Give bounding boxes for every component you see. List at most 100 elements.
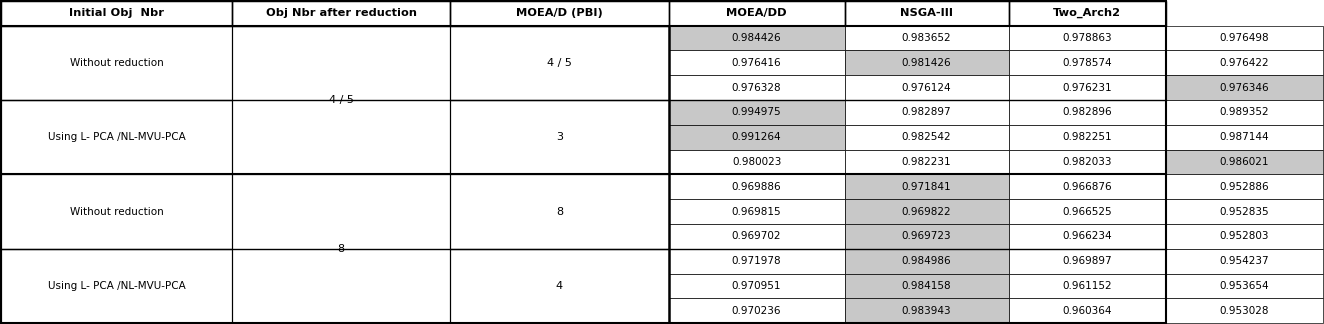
Text: 0.978574: 0.978574 (1062, 58, 1112, 68)
Bar (845, 125, 1009, 150)
Bar (1166, 125, 1323, 150)
Text: 0.976124: 0.976124 (902, 83, 952, 93)
Bar (1166, 100, 1323, 125)
Bar (1166, 150, 1323, 174)
Bar (845, 75, 1009, 100)
Text: 0.982542: 0.982542 (902, 132, 952, 142)
Bar (669, 125, 845, 150)
Bar (845, 1, 1009, 26)
Text: 0.982251: 0.982251 (1062, 132, 1112, 142)
Bar (450, 1, 669, 26)
Text: Without reduction: Without reduction (70, 207, 163, 217)
Text: 0.952886: 0.952886 (1219, 182, 1270, 192)
Text: 0.982897: 0.982897 (902, 107, 952, 117)
Text: 8: 8 (338, 244, 344, 254)
Bar (669, 274, 845, 298)
Text: 0.966525: 0.966525 (1062, 207, 1112, 217)
Text: 0.981426: 0.981426 (902, 58, 952, 68)
Bar (1009, 199, 1166, 224)
Bar (1, 26, 232, 100)
Text: 0.976498: 0.976498 (1219, 33, 1270, 43)
Bar (1009, 174, 1166, 199)
Text: 0.976346: 0.976346 (1219, 83, 1270, 93)
Text: 0.966234: 0.966234 (1062, 231, 1112, 241)
Bar (845, 199, 1009, 224)
Text: Without reduction: Without reduction (70, 58, 163, 68)
Text: 0.970951: 0.970951 (732, 281, 781, 291)
Text: Using L- PCA /NL-MVU-PCA: Using L- PCA /NL-MVU-PCA (48, 132, 185, 142)
Bar (845, 274, 1009, 298)
Text: 0.969723: 0.969723 (902, 231, 952, 241)
Bar (669, 199, 845, 224)
Bar (1, 1, 1166, 323)
Text: 0.991264: 0.991264 (732, 132, 781, 142)
Bar (669, 75, 845, 100)
Text: 0.971978: 0.971978 (732, 256, 781, 266)
Text: 0.976416: 0.976416 (732, 58, 781, 68)
Text: Initial Obj  Nbr: Initial Obj Nbr (69, 8, 164, 18)
Text: 0.971841: 0.971841 (902, 182, 952, 192)
Text: 4: 4 (556, 281, 563, 291)
Text: 0.984986: 0.984986 (902, 256, 952, 266)
Bar (845, 150, 1009, 174)
Bar (1166, 75, 1323, 100)
Bar (450, 26, 669, 100)
Text: 0.976328: 0.976328 (732, 83, 781, 93)
Text: 0.969822: 0.969822 (902, 207, 952, 217)
Text: 0.989352: 0.989352 (1219, 107, 1270, 117)
Text: 0.982033: 0.982033 (1062, 157, 1112, 167)
Text: 0.978863: 0.978863 (1062, 33, 1112, 43)
Text: 0.986021: 0.986021 (1219, 157, 1270, 167)
Text: 0.952835: 0.952835 (1219, 207, 1270, 217)
Text: 0.954237: 0.954237 (1219, 256, 1270, 266)
Text: 0.994975: 0.994975 (732, 107, 781, 117)
Text: 0.983943: 0.983943 (902, 306, 952, 316)
Bar (1009, 100, 1166, 125)
Bar (1166, 274, 1323, 298)
Text: 0.976231: 0.976231 (1062, 83, 1112, 93)
Text: 0.969702: 0.969702 (732, 231, 781, 241)
Bar (1166, 298, 1323, 323)
Text: MOEA/D (PBI): MOEA/D (PBI) (516, 8, 602, 18)
Bar (669, 224, 845, 249)
Text: 0.987144: 0.987144 (1219, 132, 1270, 142)
Text: 0.969815: 0.969815 (732, 207, 781, 217)
Text: Obj Nbr after reduction: Obj Nbr after reduction (266, 8, 417, 18)
Text: 0.960364: 0.960364 (1062, 306, 1112, 316)
Bar (232, 174, 450, 323)
Bar (845, 174, 1009, 199)
Bar (1009, 224, 1166, 249)
Bar (845, 298, 1009, 323)
Bar (1166, 224, 1323, 249)
Text: 0.983652: 0.983652 (902, 33, 952, 43)
Bar (450, 249, 669, 323)
Text: NSGA-III: NSGA-III (900, 8, 953, 18)
Bar (450, 174, 669, 249)
Bar (1009, 26, 1166, 50)
Bar (1009, 249, 1166, 274)
Bar (669, 50, 845, 75)
Bar (232, 1, 450, 26)
Bar (845, 100, 1009, 125)
Bar (232, 26, 450, 174)
Text: 0.969897: 0.969897 (1062, 256, 1112, 266)
Bar (669, 1, 845, 26)
Text: 0.976422: 0.976422 (1219, 58, 1270, 68)
Bar (669, 100, 845, 125)
Bar (1, 1, 232, 26)
Bar (1, 249, 232, 323)
Text: 0.982896: 0.982896 (1062, 107, 1112, 117)
Bar (669, 249, 845, 274)
Text: 0.984158: 0.984158 (902, 281, 952, 291)
Bar (845, 224, 1009, 249)
Text: Two_Arch2: Two_Arch2 (1053, 8, 1121, 18)
Text: 0.982231: 0.982231 (902, 157, 952, 167)
Bar (669, 26, 845, 50)
Text: 8: 8 (556, 207, 563, 217)
Text: 0.952803: 0.952803 (1219, 231, 1270, 241)
Bar (1009, 150, 1166, 174)
Text: 4 / 5: 4 / 5 (547, 58, 572, 68)
Bar (1166, 249, 1323, 274)
Bar (1, 174, 232, 249)
Text: 4 / 5: 4 / 5 (328, 95, 354, 105)
